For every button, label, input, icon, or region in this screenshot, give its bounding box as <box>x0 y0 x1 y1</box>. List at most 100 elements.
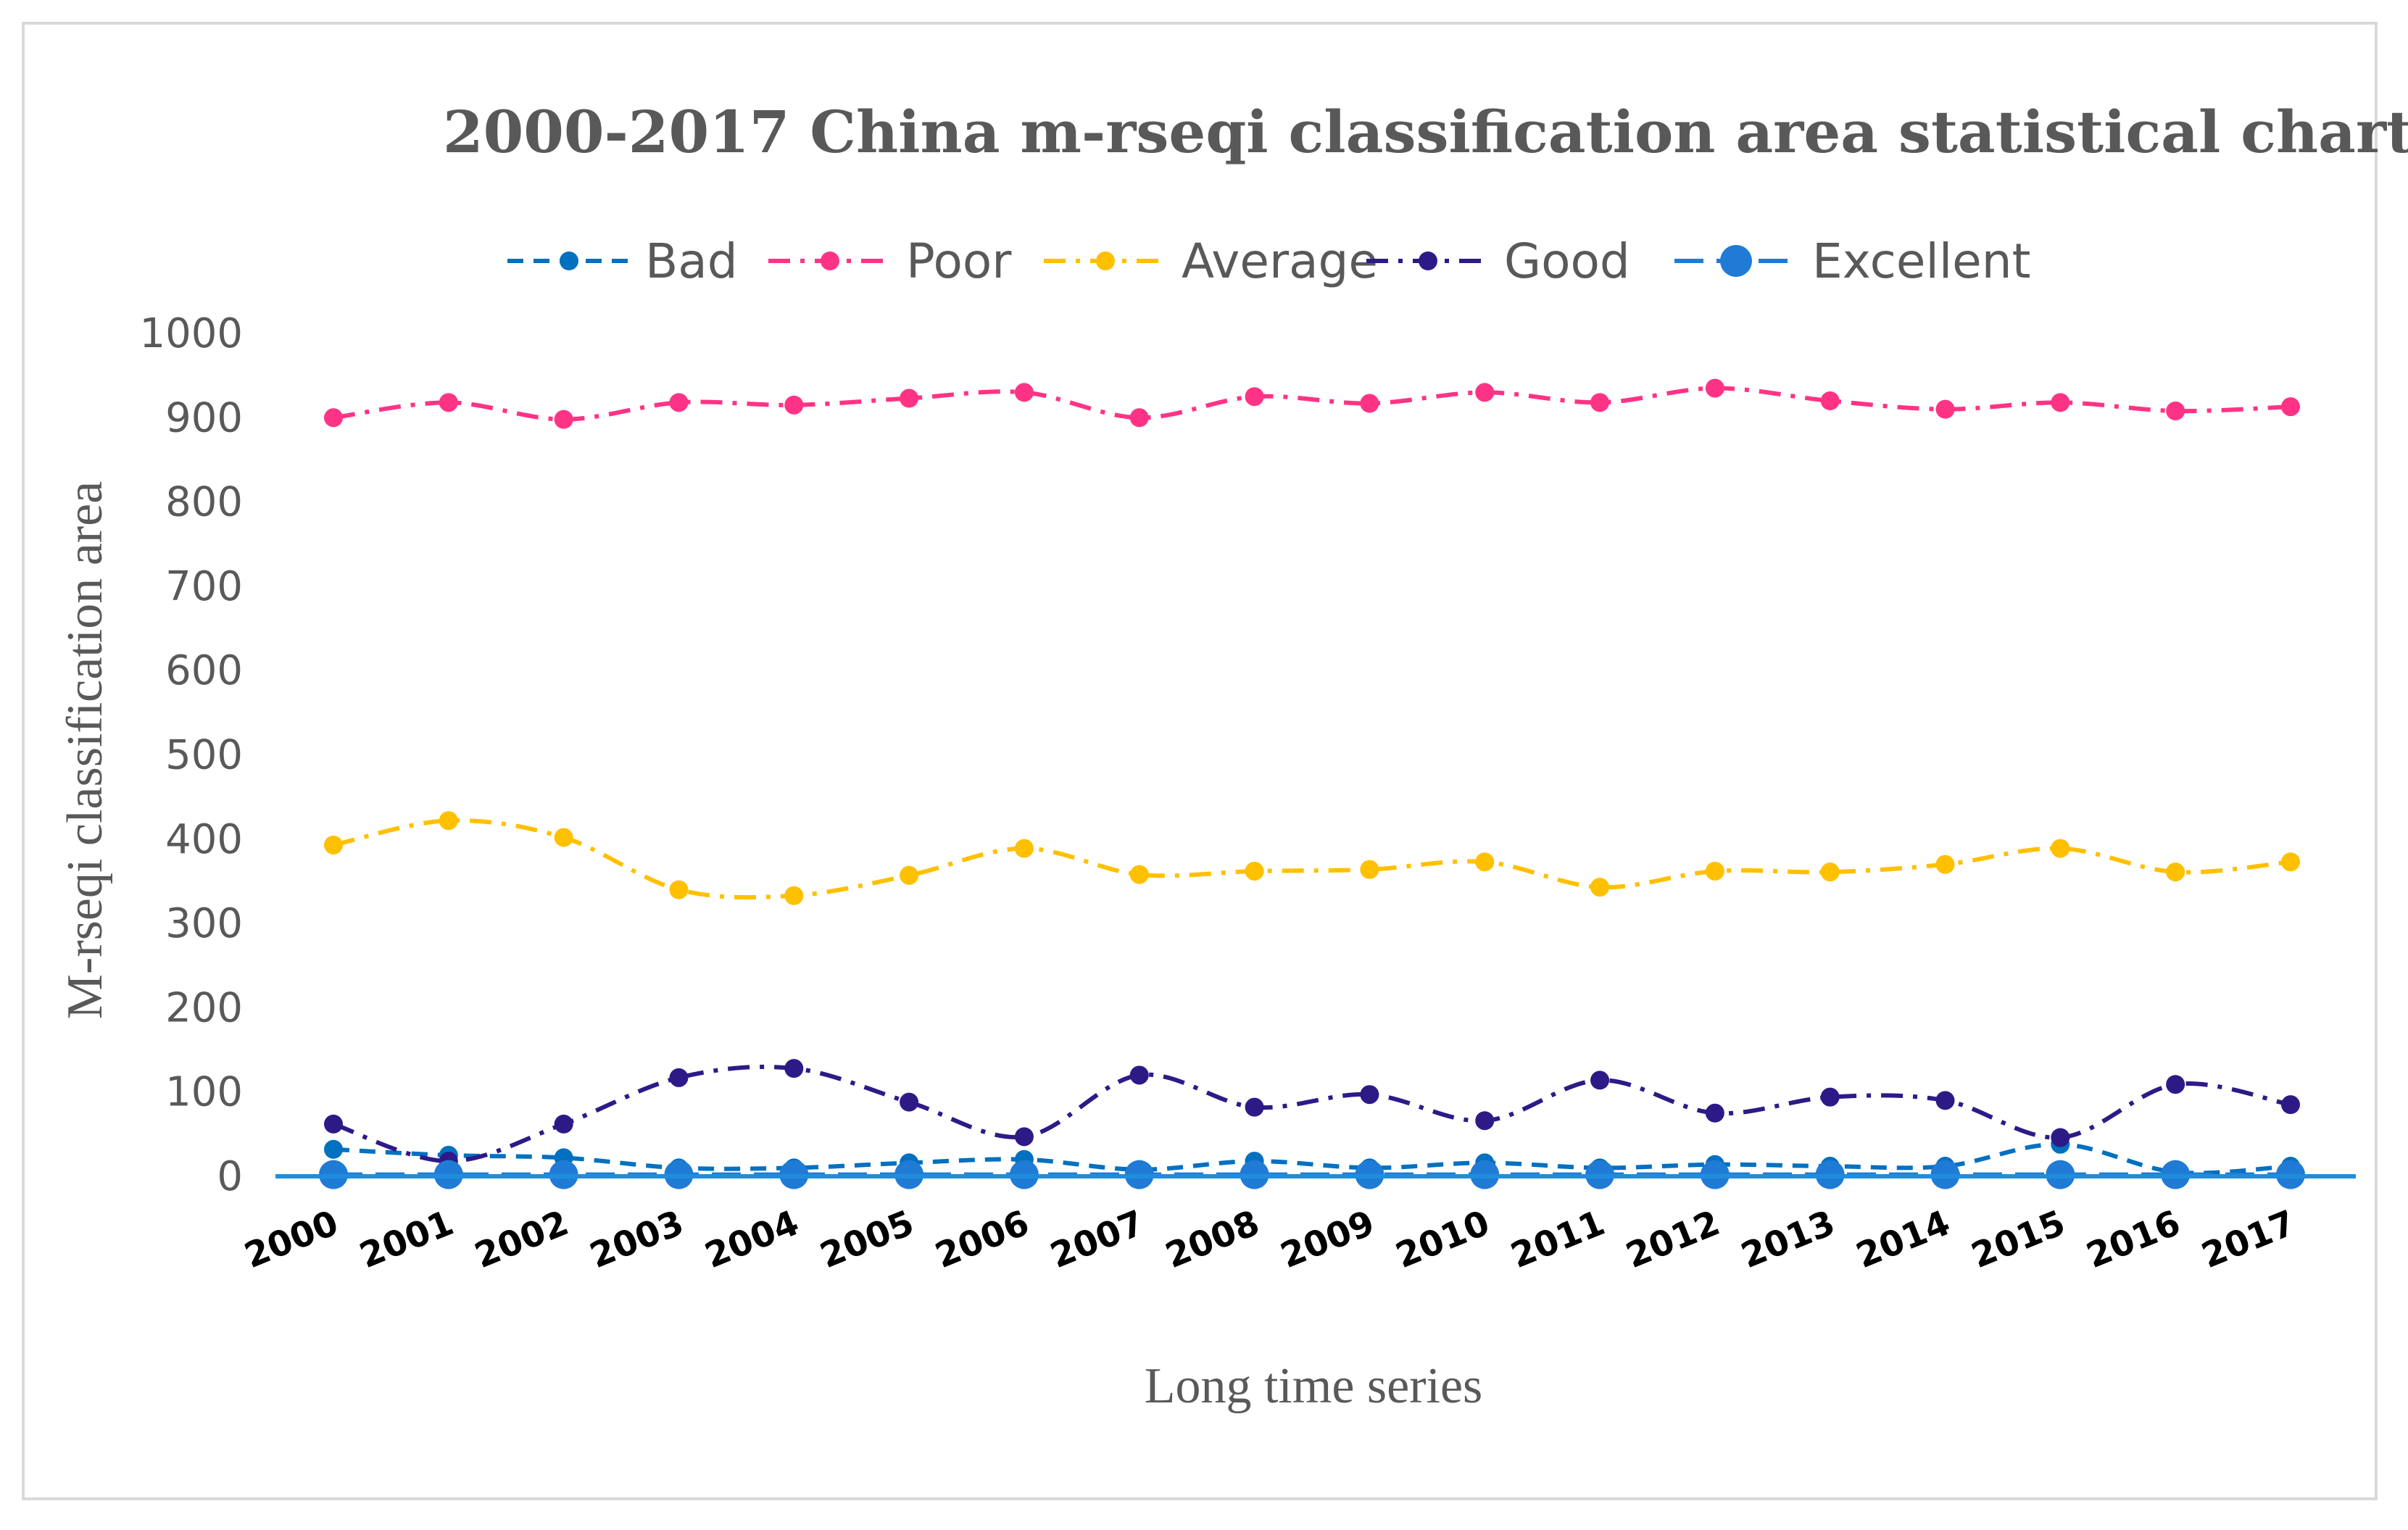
legend-item: Average <box>1044 233 1378 289</box>
data-point <box>2166 401 2185 420</box>
data-point <box>784 886 804 905</box>
data-point <box>669 880 689 899</box>
data-point <box>1705 861 1724 881</box>
data-point <box>1820 391 1840 411</box>
x-axis-ticks: 2000 2001 2002 2003 2004 2005 2006 2007 2008 2009… <box>239 1202 2301 1276</box>
y-tick-label: 100 <box>165 1069 243 1116</box>
data-point <box>1129 408 1149 428</box>
y-tick-label: 1000 <box>139 310 243 357</box>
data-point <box>1360 1085 1379 1105</box>
data-point <box>669 1068 689 1087</box>
legend-item: Poor <box>768 233 1012 289</box>
y-axis-ticks: 0 100 200 300 400 500 600 700 800 900 1000 <box>139 310 243 1200</box>
data-point <box>1475 383 1495 402</box>
series-average <box>324 811 2300 905</box>
x-axis-title: Long time series <box>1145 1358 1483 1414</box>
y-tick-label: 300 <box>165 900 243 947</box>
legend-swatch-marker <box>1720 245 1752 277</box>
data-point <box>1360 860 1379 879</box>
data-point <box>1245 1097 1264 1117</box>
data-point <box>439 811 458 831</box>
y-axis-title: M-rseqi classification area <box>57 481 113 1019</box>
data-point <box>784 395 804 415</box>
data-point <box>1820 862 1840 882</box>
y-tick-label: 900 <box>165 394 243 441</box>
legend-item: Bad <box>507 233 738 289</box>
series-line <box>333 1064 2291 1164</box>
data-point <box>1014 839 1034 858</box>
data-point <box>1935 399 1955 419</box>
data-point <box>2281 1095 2300 1115</box>
data-point <box>669 393 689 412</box>
data-point <box>324 835 343 855</box>
data-point <box>2166 862 2185 882</box>
chart-frame <box>22 22 2378 1500</box>
data-point <box>439 393 458 412</box>
data-point <box>554 828 573 847</box>
data-point <box>1014 1127 1034 1147</box>
data-point <box>1590 878 1610 897</box>
data-point <box>1129 865 1149 884</box>
y-tick-label: 0 <box>217 1153 243 1200</box>
legend-swatch-marker <box>1096 251 1115 270</box>
legend-item: Good <box>1366 233 1630 289</box>
legend-label: Average <box>1182 233 1378 289</box>
data-point <box>1705 378 1724 398</box>
y-tick-label: 600 <box>165 647 243 694</box>
x-tick-label: 2012 <box>1621 1202 1726 1276</box>
x-tick-label: 2002 <box>469 1202 574 1276</box>
series-good <box>324 1059 2300 1171</box>
data-point <box>1475 1111 1495 1131</box>
x-tick-label: 2015 <box>1966 1202 2071 1276</box>
data-point <box>324 1139 343 1159</box>
x-tick-label: 2009 <box>1275 1202 1380 1276</box>
legend-swatch-marker <box>560 251 578 270</box>
x-tick-label: 2000 <box>239 1202 344 1276</box>
data-point <box>1935 1091 1955 1110</box>
x-tick-label: 2013 <box>1735 1202 1840 1276</box>
series-poor <box>324 378 2300 429</box>
data-point <box>1129 1065 1149 1085</box>
x-tick-label: 2014 <box>1851 1202 1956 1276</box>
chart-title: 2000-2017 China m-rseqi classification a… <box>443 98 2408 166</box>
y-tick-label: 800 <box>165 479 243 526</box>
y-tick-label: 200 <box>165 984 243 1031</box>
legend-item: Excellent <box>1674 233 2030 289</box>
x-tick-label: 2011 <box>1506 1202 1611 1276</box>
legend-swatch-marker <box>1419 251 1437 270</box>
data-point <box>2281 397 2300 417</box>
x-tick-label: 2005 <box>815 1202 920 1276</box>
data-point <box>1360 394 1379 413</box>
data-point <box>1245 861 1264 881</box>
data-point <box>2166 1075 2185 1094</box>
legend-label: Bad <box>645 233 738 289</box>
data-point <box>554 1114 573 1134</box>
data-point <box>1590 1070 1610 1090</box>
data-point <box>324 408 343 428</box>
series-line <box>333 1142 2291 1176</box>
x-tick-label: 2007 <box>1045 1202 1150 1276</box>
data-point <box>2281 852 2300 872</box>
legend-swatch-marker <box>821 251 839 270</box>
x-tick-label: 2006 <box>930 1202 1035 1276</box>
legend: Bad Poor Average Good Excellent <box>507 233 2030 289</box>
data-point <box>1820 1087 1840 1107</box>
x-tick-label: 2003 <box>584 1202 689 1276</box>
x-tick-label: 2017 <box>2196 1202 2301 1276</box>
legend-label: Good <box>1504 233 1630 289</box>
series-line <box>333 386 2291 422</box>
legend-label: Excellent <box>1812 233 2030 289</box>
legend-label: Poor <box>906 233 1012 289</box>
data-point <box>1935 855 1955 874</box>
x-tick-label: 2008 <box>1160 1202 1265 1276</box>
data-point <box>900 1092 919 1112</box>
x-tick-label: 2004 <box>699 1202 805 1276</box>
x-tick-label: 2016 <box>2081 1202 2186 1276</box>
data-point <box>554 409 573 429</box>
data-point <box>1475 852 1495 872</box>
series-line <box>333 818 2291 900</box>
x-tick-label: 2001 <box>354 1202 459 1276</box>
data-point <box>2051 839 2070 858</box>
x-tick-label: 2010 <box>1390 1202 1495 1276</box>
